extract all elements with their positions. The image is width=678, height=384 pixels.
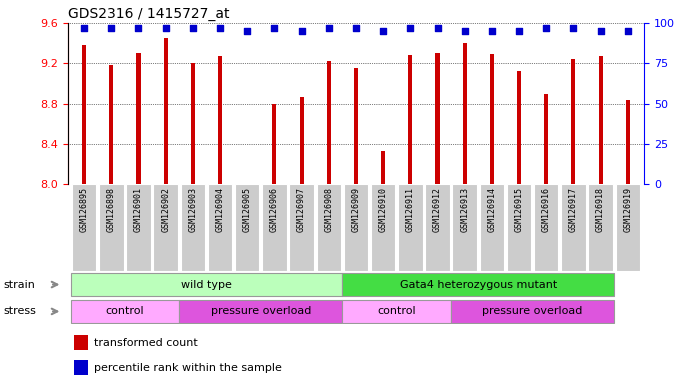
FancyBboxPatch shape [561,184,586,271]
Bar [73,360,88,375]
Point [296,28,307,34]
Bar [245,184,250,227]
FancyBboxPatch shape [342,300,451,323]
Bar [73,335,88,350]
FancyBboxPatch shape [342,273,614,296]
FancyBboxPatch shape [507,184,532,271]
Text: transformed count: transformed count [94,338,197,348]
Point [378,28,388,34]
FancyBboxPatch shape [71,273,342,296]
Bar [544,94,549,184]
Bar [599,56,603,184]
Text: pressure overload: pressure overload [483,306,583,316]
FancyBboxPatch shape [207,184,233,271]
Point [187,25,198,31]
FancyBboxPatch shape [479,184,504,271]
FancyBboxPatch shape [290,184,314,271]
Text: GDS2316 / 1415727_at: GDS2316 / 1415727_at [68,7,229,21]
Point [514,28,525,34]
Bar [435,53,439,184]
Text: wild type: wild type [181,280,232,290]
Bar [408,55,412,184]
Text: stress: stress [3,306,36,316]
Point [106,25,117,31]
Point [595,28,606,34]
Bar [327,61,331,184]
Point [459,28,470,34]
FancyBboxPatch shape [451,300,614,323]
Text: Gata4 heterozygous mutant: Gata4 heterozygous mutant [399,280,557,290]
Bar [218,56,222,184]
FancyBboxPatch shape [589,184,613,271]
FancyBboxPatch shape [398,184,422,271]
Bar [82,45,86,184]
Text: control: control [378,306,416,316]
Point [323,25,334,31]
Bar [490,54,494,184]
Bar [572,60,576,184]
Text: control: control [106,306,144,316]
Text: percentile rank within the sample: percentile rank within the sample [94,362,281,373]
Point [405,25,416,31]
Point [568,25,579,31]
Point [541,25,552,31]
FancyBboxPatch shape [153,184,178,271]
Bar [354,68,358,184]
FancyBboxPatch shape [71,300,179,323]
FancyBboxPatch shape [72,184,96,271]
Bar [626,100,630,184]
Bar [109,65,113,184]
Point [79,25,89,31]
Point [432,25,443,31]
Bar [381,151,385,184]
Bar [300,97,304,184]
FancyBboxPatch shape [371,184,395,271]
FancyBboxPatch shape [425,184,450,271]
Bar [163,38,167,184]
Bar [273,104,277,184]
Point [133,25,144,31]
Point [242,28,253,34]
Bar [136,53,140,184]
Text: strain: strain [3,280,35,290]
FancyBboxPatch shape [452,184,477,271]
Point [351,25,361,31]
Point [160,25,171,31]
Bar [462,43,466,184]
Bar [517,71,521,184]
FancyBboxPatch shape [235,184,260,271]
Bar [191,63,195,184]
Point [269,25,280,31]
Point [486,28,497,34]
FancyBboxPatch shape [344,184,368,271]
Point [215,25,226,31]
Text: pressure overload: pressure overload [211,306,311,316]
FancyBboxPatch shape [262,184,287,271]
FancyBboxPatch shape [180,184,205,271]
FancyBboxPatch shape [179,300,342,323]
FancyBboxPatch shape [534,184,559,271]
FancyBboxPatch shape [317,184,341,271]
Point [622,28,633,34]
FancyBboxPatch shape [99,184,123,271]
FancyBboxPatch shape [616,184,640,271]
FancyBboxPatch shape [126,184,151,271]
